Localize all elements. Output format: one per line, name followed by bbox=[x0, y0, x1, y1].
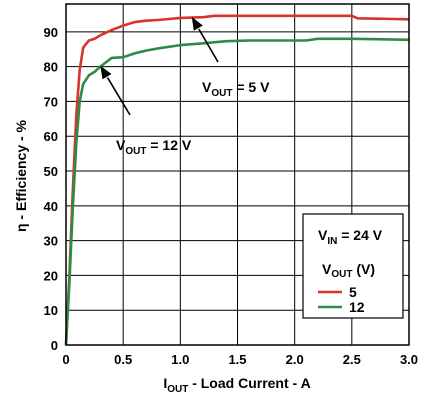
annotation-arrow-head-1 bbox=[100, 65, 112, 80]
x-tick-label-4: 2.0 bbox=[286, 352, 304, 367]
y-tick-label-6: 60 bbox=[44, 129, 58, 144]
y-tick-label-5: 50 bbox=[44, 164, 58, 179]
series-lines bbox=[64, 14, 410, 346]
annotation-vout-12v: VOUT = 12 V bbox=[116, 137, 192, 157]
annotation-arrow-shaft-0 bbox=[198, 28, 219, 63]
plot-frame bbox=[65, 3, 410, 346]
y-tick-label-9: 90 bbox=[44, 25, 58, 40]
y-tick-label-1: 10 bbox=[44, 303, 58, 318]
legend-header: VOUT (V) bbox=[322, 261, 375, 280]
y-tick-label-7: 70 bbox=[44, 94, 58, 109]
legend: VIN = 24 V VOUT (V) 5 12 bbox=[302, 213, 404, 319]
x-tick-label-1: 0.5 bbox=[114, 352, 132, 367]
x-tick-label-2: 1.0 bbox=[171, 352, 189, 367]
annotation-vout-5v: VOUT = 5 V bbox=[202, 79, 270, 99]
grid-lines bbox=[65, 4, 410, 346]
y-tick-label-4: 40 bbox=[44, 199, 58, 214]
x-tick-label-0: 0 bbox=[62, 352, 69, 367]
x-tick-label-3: 1.5 bbox=[228, 352, 246, 367]
y-tick-labels: 0 10 20 30 40 50 60 70 80 90 bbox=[44, 25, 58, 353]
y-tick-label-2: 20 bbox=[44, 268, 58, 283]
series-line-12 bbox=[64, 37, 410, 346]
y-axis-label: η - Efficiency - % bbox=[13, 119, 29, 232]
y-tick-label-3: 30 bbox=[44, 234, 58, 249]
legend-vin: VIN = 24 V bbox=[318, 227, 383, 247]
svg-text:VOUT = 5 V: VOUT = 5 V bbox=[202, 79, 270, 99]
y-tick-label-8: 80 bbox=[44, 60, 58, 75]
annotation-arrow-head-0 bbox=[191, 16, 203, 31]
legend-label-5: 5 bbox=[349, 284, 357, 300]
legend-label-12: 12 bbox=[349, 299, 365, 315]
legend-box bbox=[302, 213, 404, 319]
x-tick-label-5: 2.5 bbox=[343, 352, 361, 367]
annotation-arrow-shaft-1 bbox=[106, 77, 131, 116]
y-tick-label-0: 0 bbox=[51, 338, 58, 353]
x-tick-labels: 0 0.5 1.0 1.5 2.0 2.5 3.0 bbox=[62, 352, 418, 367]
annotation-arrows bbox=[100, 16, 219, 116]
svg-text:VOUT = 12 V: VOUT = 12 V bbox=[116, 137, 192, 157]
x-axis-label: IOUT - Load Current - A bbox=[163, 375, 310, 395]
series-line-5 bbox=[64, 14, 410, 346]
x-tick-label-6: 3.0 bbox=[400, 352, 418, 367]
